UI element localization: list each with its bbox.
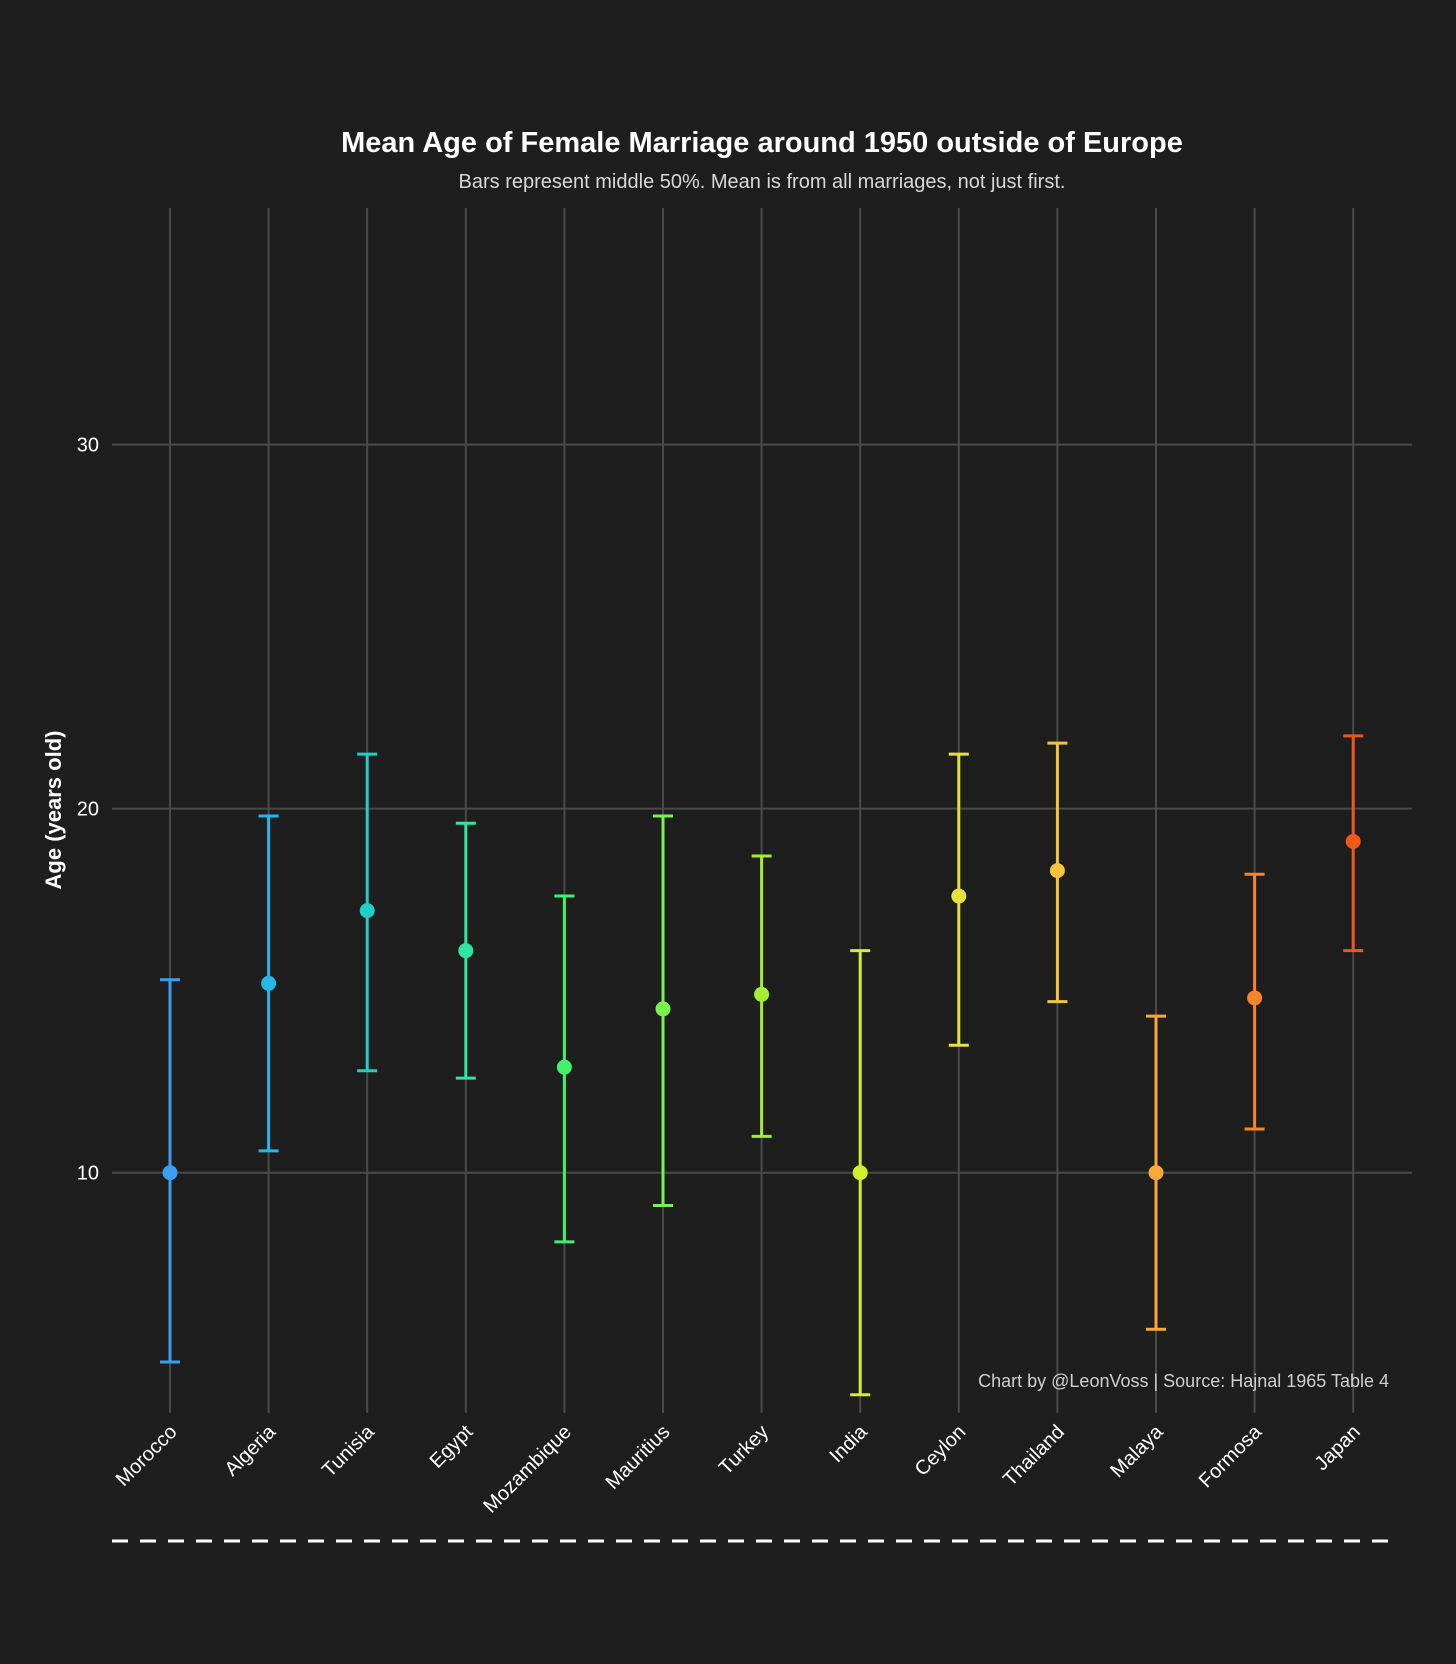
mean-point bbox=[1049, 863, 1065, 879]
x-tick-label: Mozambique bbox=[479, 1421, 576, 1518]
mean-point bbox=[655, 1001, 671, 1017]
x-axis-ticks: Morocco Algeria Tunisia Egypt Mozambique Maur… bbox=[112, 1420, 1365, 1517]
chart-caption: Chart by @LeonVoss | Source: Hajnal 1965… bbox=[978, 1371, 1389, 1391]
mean-point bbox=[852, 1165, 868, 1181]
x-tick-label: Egypt bbox=[426, 1421, 478, 1473]
chart-subtitle: Bars represent middle 50%. Mean is from … bbox=[459, 171, 1066, 193]
mean-point bbox=[951, 888, 967, 904]
mean-point bbox=[754, 986, 770, 1002]
x-tick-label: Mauritius bbox=[602, 1421, 675, 1494]
x-tick-label: Algeria bbox=[221, 1420, 281, 1480]
grid bbox=[112, 208, 1412, 1413]
y-axis-ticks: 10 20 30 bbox=[77, 435, 99, 1185]
x-tick-label: India bbox=[826, 1420, 873, 1467]
x-tick-label: Malaya bbox=[1106, 1420, 1168, 1482]
mean-point bbox=[1148, 1165, 1164, 1181]
x-tick-label: Formosa bbox=[1195, 1420, 1267, 1492]
y-tick-label: 30 bbox=[77, 435, 99, 457]
x-tick-label: Ceylon bbox=[911, 1421, 971, 1481]
mean-point bbox=[359, 903, 375, 919]
error-bars bbox=[160, 734, 1364, 1397]
mean-point bbox=[1247, 990, 1263, 1006]
y-axis-label: Age (years old) bbox=[41, 731, 66, 890]
mean-point bbox=[1345, 833, 1361, 849]
x-tick-label: Thailand bbox=[999, 1421, 1069, 1491]
mean-point bbox=[261, 975, 277, 991]
x-tick-label: Turkey bbox=[715, 1421, 773, 1479]
mean-point bbox=[162, 1165, 178, 1181]
x-tick-label: Morocco bbox=[112, 1421, 182, 1491]
y-tick-label: 10 bbox=[77, 1163, 99, 1185]
mean-point bbox=[458, 943, 474, 959]
x-tick-label: Japan bbox=[1311, 1421, 1365, 1475]
y-tick-label: 20 bbox=[77, 799, 99, 821]
x-tick-label: Tunisia bbox=[318, 1420, 379, 1481]
chart-title: Mean Age of Female Marriage around 1950 … bbox=[341, 127, 1183, 159]
mean-point bbox=[556, 1059, 572, 1075]
